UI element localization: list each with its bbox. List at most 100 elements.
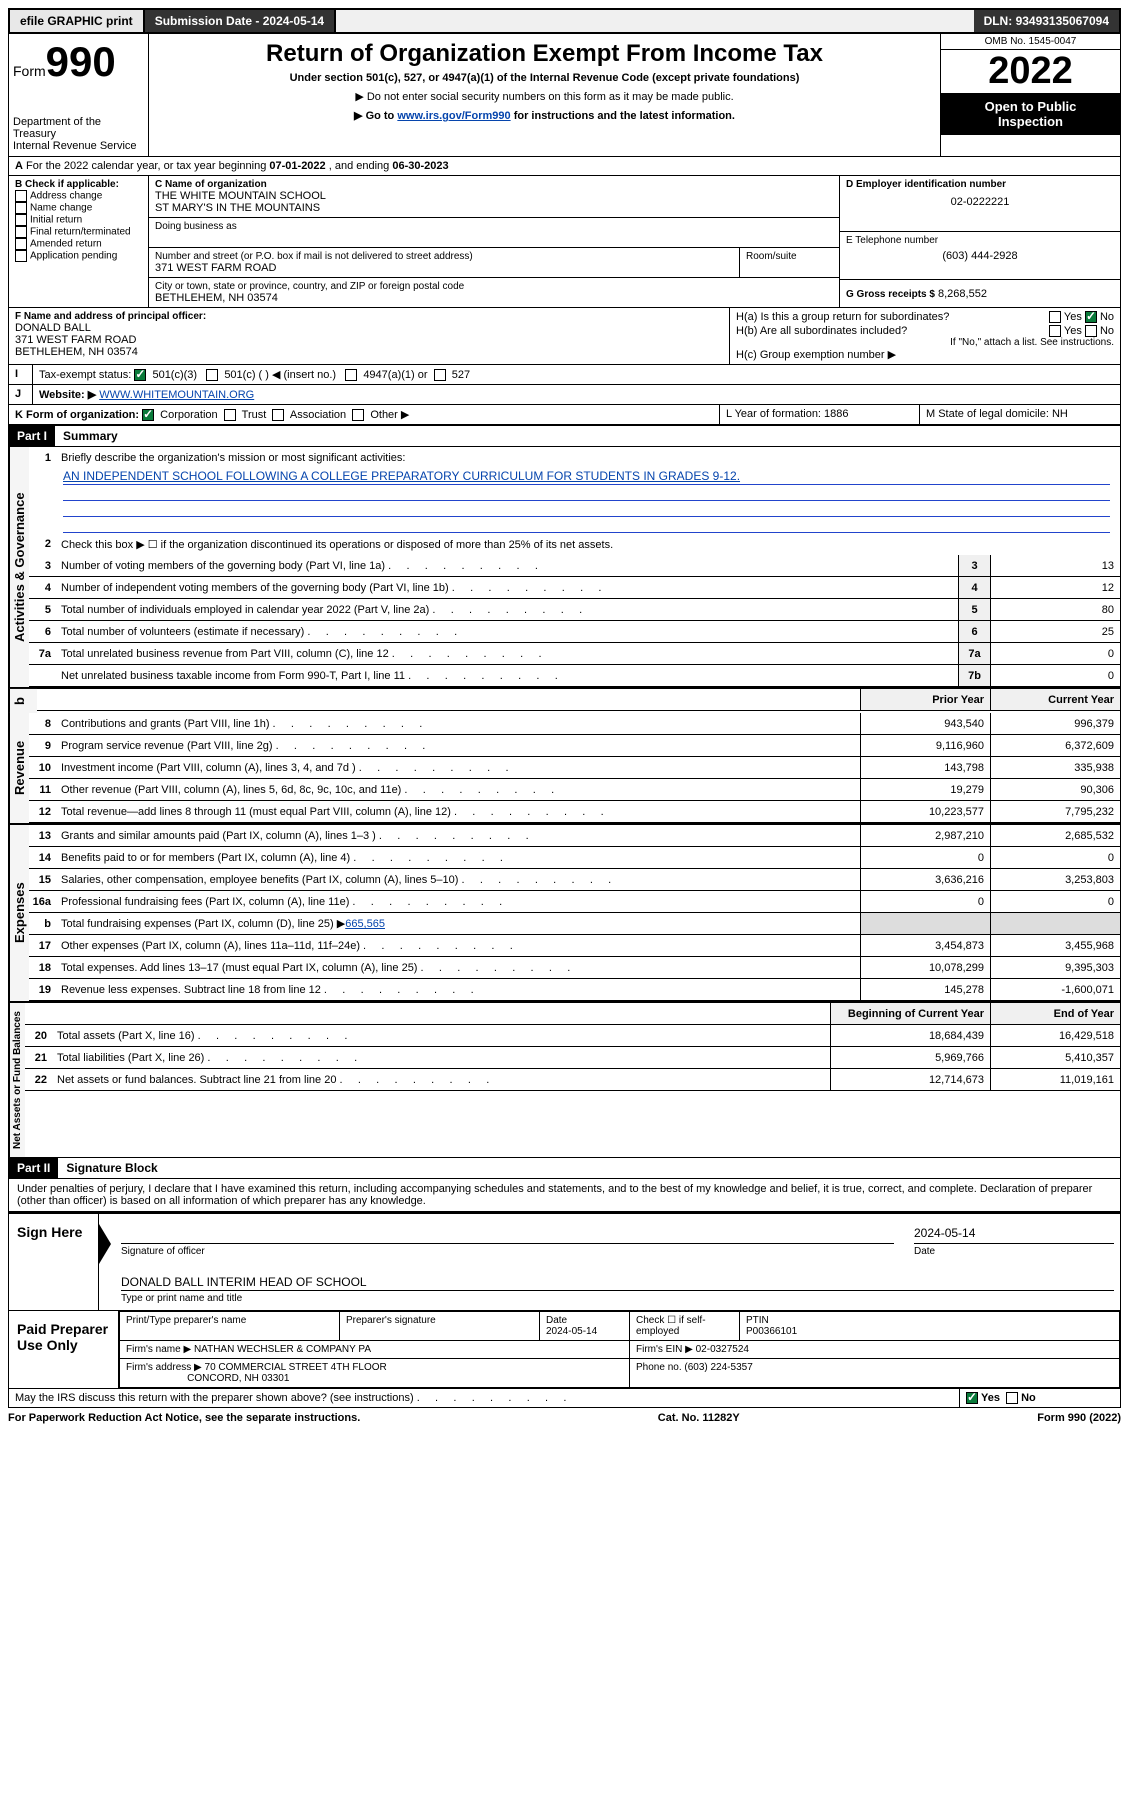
current-year-header: Current Year <box>990 689 1120 710</box>
4947-checkbox[interactable] <box>345 369 357 381</box>
prior-value: 12,714,673 <box>830 1069 990 1090</box>
current-value: 3,253,803 <box>990 869 1120 890</box>
summary-line: Total assets (Part X, line 16) <box>53 1027 830 1045</box>
tab-net-assets: Net Assets or Fund Balances <box>9 1003 25 1157</box>
sig-date-label: Date <box>914 1246 1114 1257</box>
street-label: Number and street (or P.O. box if mail i… <box>155 251 733 262</box>
officer-street: 371 WEST FARM ROAD <box>15 334 723 346</box>
arrow-icon <box>99 1224 111 1264</box>
submission-date: Submission Date - 2024-05-14 <box>145 10 336 32</box>
part2-header: Part IISignature Block <box>8 1157 1121 1179</box>
tab-blank: b <box>9 689 37 713</box>
prior-value: 943,540 <box>860 713 990 734</box>
prior-value: 2,987,210 <box>860 825 990 846</box>
box-b-option[interactable]: Name change <box>15 202 142 214</box>
summary-line: Total number of volunteers (estimate if … <box>57 623 958 641</box>
summary-value: 0 <box>990 643 1120 664</box>
prior-value: 19,279 <box>860 779 990 800</box>
box-b-option[interactable]: Address change <box>15 190 142 202</box>
other-checkbox[interactable] <box>352 409 364 421</box>
hb-no-checkbox[interactable] <box>1085 325 1097 337</box>
summary-line: Total number of individuals employed in … <box>57 601 958 619</box>
mission-label: Briefly describe the organization's miss… <box>57 449 1120 467</box>
current-value: 2,685,532 <box>990 825 1120 846</box>
box-b-option[interactable]: Amended return <box>15 238 142 250</box>
phone-value: (603) 444-2928 <box>846 250 1114 262</box>
527-checkbox[interactable] <box>434 369 446 381</box>
summary-line: Revenue less expenses. Subtract line 18 … <box>57 981 860 999</box>
page-footer: For Paperwork Reduction Act Notice, see … <box>8 1408 1121 1424</box>
hb-yes-checkbox[interactable] <box>1049 325 1061 337</box>
sign-here-label: Sign Here <box>9 1214 99 1310</box>
box-b-option[interactable]: Final return/terminated <box>15 226 142 238</box>
summary-line: Total unrelated business revenue from Pa… <box>57 645 958 663</box>
assoc-checkbox[interactable] <box>272 409 284 421</box>
city-state-zip: BETHLEHEM, NH 03574 <box>155 292 833 304</box>
period-row: A For the 2022 calendar year, or tax yea… <box>8 157 1121 176</box>
prior-value: 143,798 <box>860 757 990 778</box>
current-value: 16,429,518 <box>990 1025 1120 1046</box>
efile-print-button[interactable]: efile GRAPHIC print <box>10 10 145 32</box>
summary-line: Grants and similar amounts paid (Part IX… <box>57 827 860 845</box>
summary-line: Other expenses (Part IX, column (A), lin… <box>57 937 860 955</box>
tab-revenue: Revenue <box>9 713 29 823</box>
perjury-declaration: Under penalties of perjury, I declare th… <box>8 1179 1121 1212</box>
summary-line: Investment income (Part VIII, column (A)… <box>57 759 860 777</box>
website-link[interactable]: WWW.WHITEMOUNTAIN.ORG <box>99 389 254 401</box>
domicile-label: M State of legal domicile: <box>926 408 1052 420</box>
irs-link[interactable]: www.irs.gov/Form990 <box>397 110 510 122</box>
hb-label: H(b) Are all subordinates included? <box>736 325 907 337</box>
line-16b-label: Total fundraising expenses (Part IX, col… <box>61 918 345 930</box>
discuss-label: May the IRS discuss this return with the… <box>15 1392 414 1404</box>
ein-value: 02-0222221 <box>846 196 1114 208</box>
summary-line: Total revenue—add lines 8 through 11 (mu… <box>57 803 860 821</box>
dba-label: Doing business as <box>155 221 833 232</box>
current-value: 7,795,232 <box>990 801 1120 822</box>
phone-label: E Telephone number <box>846 235 1114 246</box>
part1-header: Part ISummary <box>8 425 1121 447</box>
prior-value: 0 <box>860 847 990 868</box>
irs-label: Internal Revenue Service <box>13 140 144 152</box>
box-b-option[interactable]: Application pending <box>15 250 142 262</box>
discuss-yes-checkbox[interactable] <box>966 1392 978 1404</box>
current-value: 0 <box>990 891 1120 912</box>
summary-line: Salaries, other compensation, employee b… <box>57 871 860 889</box>
city-label: City or town, state or province, country… <box>155 281 833 292</box>
501c-checkbox[interactable] <box>206 369 218 381</box>
prior-value: 9,116,960 <box>860 735 990 756</box>
current-value: 90,306 <box>990 779 1120 800</box>
501c3-checkbox[interactable] <box>134 369 146 381</box>
prior-value: 0 <box>860 891 990 912</box>
box-b-option[interactable]: Initial return <box>15 214 142 226</box>
summary-line: Other revenue (Part VIII, column (A), li… <box>57 781 860 799</box>
name-label: C Name of organization <box>155 179 833 190</box>
summary-line: Total liabilities (Part X, line 26) <box>53 1049 830 1067</box>
current-value: 996,379 <box>990 713 1120 734</box>
officer-sig-label: Signature of officer <box>121 1246 894 1257</box>
line-16b-value[interactable]: 665,565 <box>345 918 385 930</box>
current-value: -1,600,071 <box>990 979 1120 1000</box>
summary-value: 80 <box>990 599 1120 620</box>
ha-yes-checkbox[interactable] <box>1049 311 1061 323</box>
prior-value: 3,454,873 <box>860 935 990 956</box>
corp-checkbox[interactable] <box>142 409 154 421</box>
summary-line: Professional fundraising fees (Part IX, … <box>57 893 860 911</box>
current-value: 3,455,968 <box>990 935 1120 956</box>
discuss-no-checkbox[interactable] <box>1006 1392 1018 1404</box>
summary-line: Number of independent voting members of … <box>57 579 958 597</box>
year-formation: 1886 <box>824 408 848 420</box>
line-2: Check this box ▶ ☐ if the organization d… <box>57 535 1120 554</box>
info-block: B Check if applicable: Address changeNam… <box>8 176 1121 308</box>
dln: DLN: 93493135067094 <box>974 10 1119 32</box>
end-year-header: End of Year <box>990 1003 1120 1024</box>
trust-checkbox[interactable] <box>224 409 236 421</box>
ha-no-checkbox[interactable] <box>1085 311 1097 323</box>
mission-text[interactable]: AN INDEPENDENT SCHOOL FOLLOWING A COLLEG… <box>63 469 740 483</box>
beginning-year-header: Beginning of Current Year <box>830 1003 990 1024</box>
preparer-table: Print/Type preparer's name Preparer's si… <box>119 1311 1120 1388</box>
prior-value: 18,684,439 <box>830 1025 990 1046</box>
tax-status-label: Tax-exempt status: <box>39 369 131 381</box>
org-name-1: THE WHITE MOUNTAIN SCHOOL <box>155 190 833 202</box>
summary-line: Net unrelated business taxable income fr… <box>57 667 958 685</box>
current-value: 6,372,609 <box>990 735 1120 756</box>
